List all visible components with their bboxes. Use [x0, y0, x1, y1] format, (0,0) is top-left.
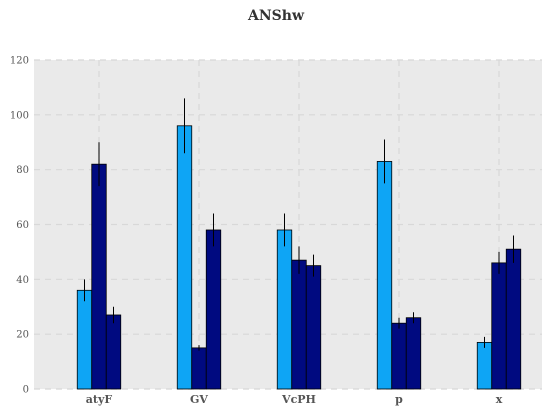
bar [405, 317, 422, 390]
bar [305, 265, 322, 390]
chart-title: ANShw [248, 8, 304, 24]
bars [76, 125, 522, 390]
bar [205, 229, 222, 390]
bar [91, 163, 107, 390]
bar [476, 341, 493, 390]
bar [291, 259, 307, 390]
y-tick-label: 40 [16, 275, 29, 286]
bar [391, 322, 407, 390]
y-axis-ticks: 0 20 40 60 80 100 120 [10, 56, 29, 396]
x-tick-label: VcPH [281, 393, 316, 406]
x-tick-label: atyF [86, 393, 113, 406]
y-tick-label: 0 [23, 385, 29, 396]
error-bars [84, 98, 514, 351]
bar [76, 289, 93, 390]
x-tick-label: p [395, 393, 403, 406]
bar [276, 229, 293, 390]
bar [491, 262, 507, 390]
bar [191, 347, 207, 390]
y-tick-label: 120 [10, 56, 29, 67]
x-tick-label: GV [190, 393, 208, 406]
bar [505, 248, 522, 390]
y-tick-label: 60 [16, 220, 29, 231]
x-tick-label: x [496, 393, 503, 406]
bar [105, 314, 122, 390]
y-tick-label: 100 [10, 110, 29, 121]
bar [376, 161, 393, 390]
bar [176, 125, 193, 390]
y-tick-label: 20 [16, 330, 29, 341]
y-tick-label: 80 [16, 165, 29, 176]
x-axis-ticks: atyF GV VcPH p x [86, 393, 503, 406]
